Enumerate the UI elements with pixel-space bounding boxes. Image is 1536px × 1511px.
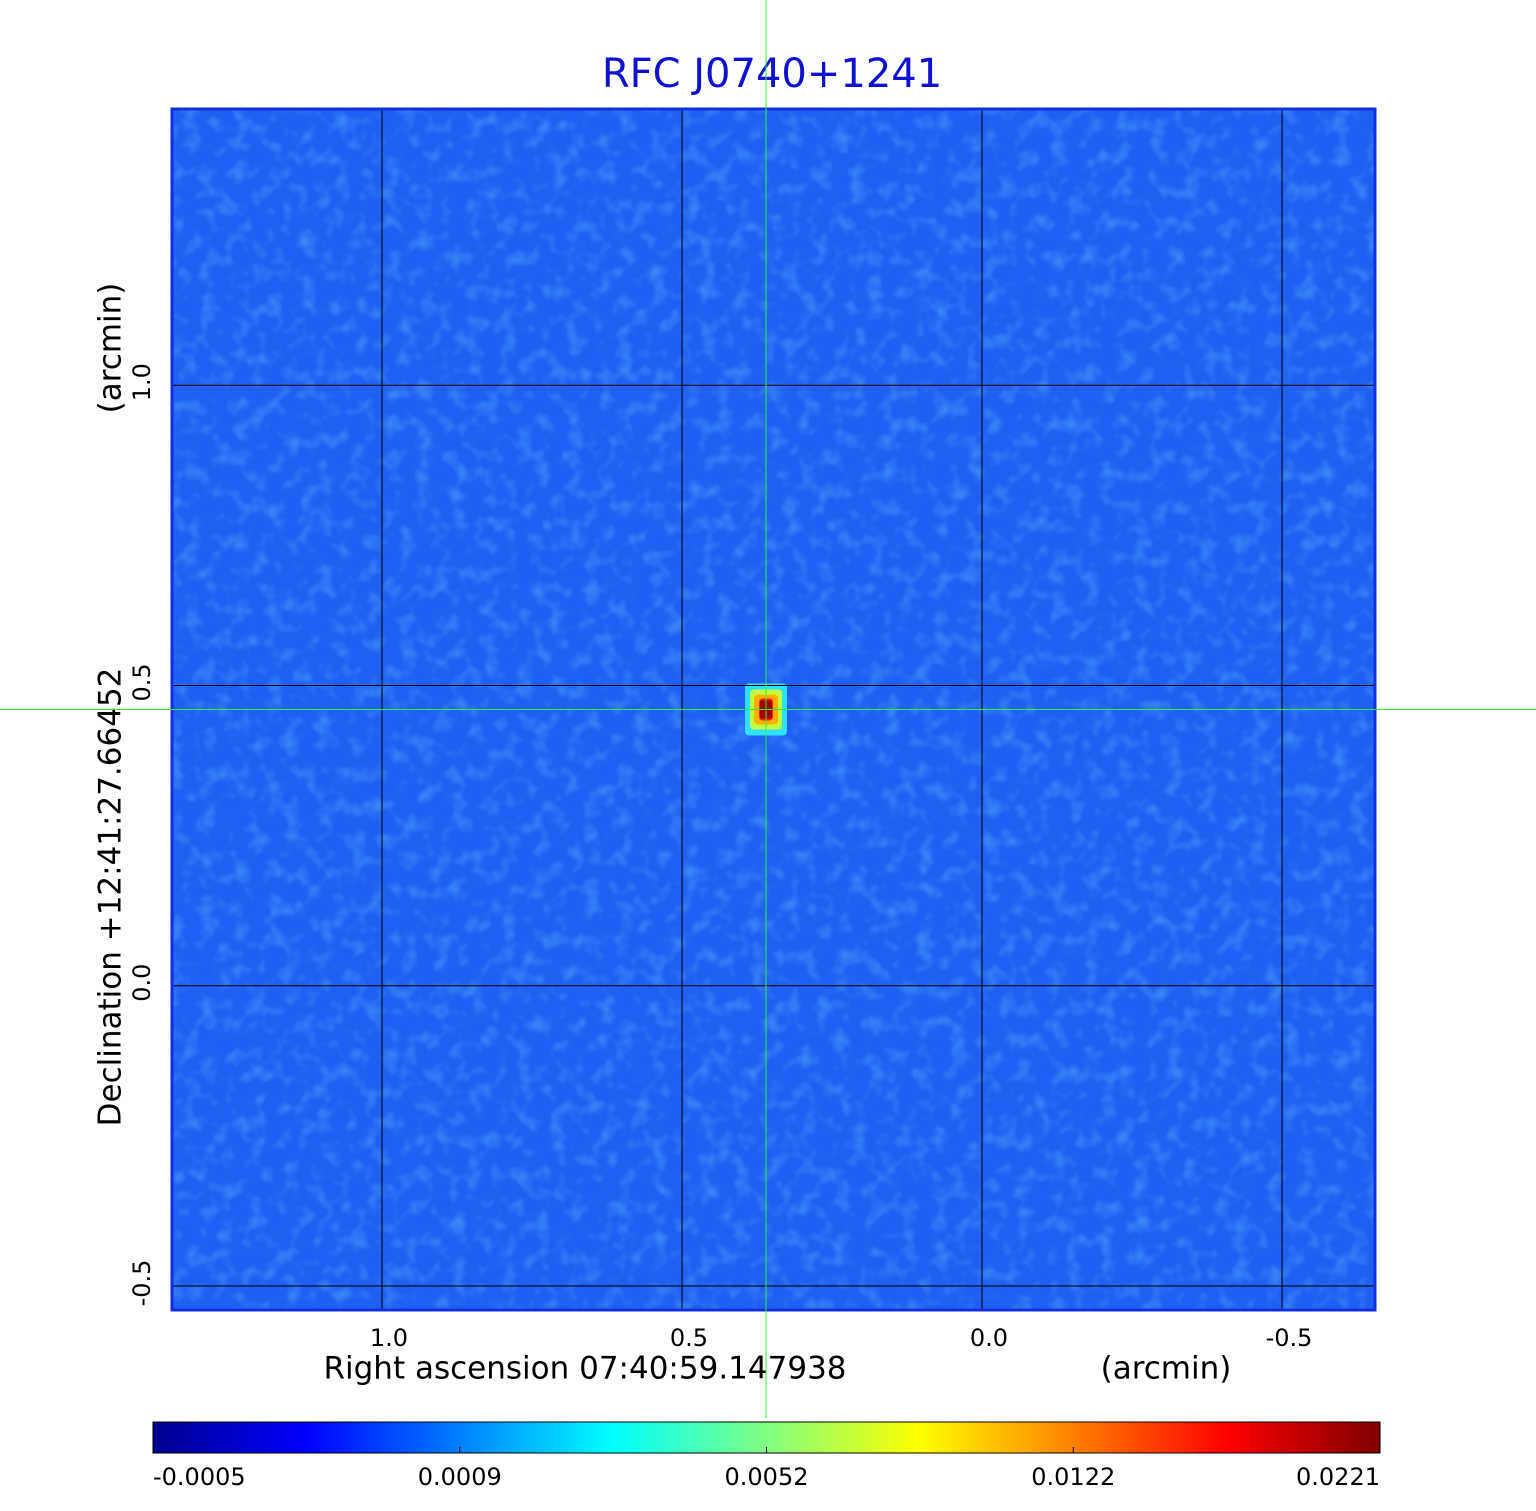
x-axis-unit: (arcmin) (1101, 1351, 1232, 1387)
x-tick-label: -0.5 (1266, 1324, 1313, 1352)
chart-title: RFC J0740+1241 (602, 51, 942, 97)
y-axis-unit: (arcmin) (93, 283, 129, 414)
colorbar-tick-label: -0.0005 (153, 1463, 246, 1491)
x-tick-label: 1.0 (370, 1324, 408, 1352)
y-tick-label: 0.0 (128, 964, 156, 1002)
y-axis-label: Declination +12:41:27.66452 (93, 668, 129, 1127)
x-tick-label: 0.5 (670, 1324, 708, 1352)
x-tick-label: 0.0 (970, 1324, 1008, 1352)
colorbar-tick-label: 0.0221 (1296, 1463, 1380, 1491)
y-tick-label: 0.5 (128, 663, 156, 701)
colorbar-tick-label: 0.0009 (418, 1463, 502, 1491)
colorbar-tick-label: 0.0122 (1031, 1463, 1115, 1491)
x-axis-label: Right ascension 07:40:59.147938 (323, 1351, 846, 1387)
colorbar-tick-label: 0.0052 (725, 1463, 809, 1491)
y-tick-label: -0.5 (128, 1260, 156, 1307)
y-tick-label: 1.0 (128, 363, 156, 401)
